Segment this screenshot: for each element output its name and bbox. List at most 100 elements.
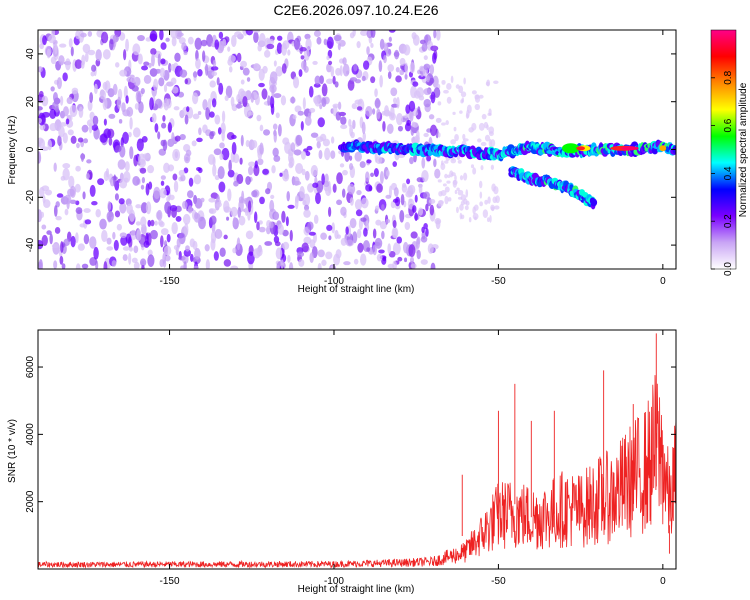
spectrogram-speckle — [275, 112, 280, 119]
spectrogram-speckle — [192, 113, 200, 120]
spectrogram-speckle — [75, 263, 81, 269]
spectrogram-speckle — [342, 63, 350, 77]
spectrogram-speckle — [430, 262, 436, 269]
spectrogram-speckle — [305, 38, 312, 51]
spectrogram-speckle — [103, 261, 108, 269]
spectrogram-speckle — [88, 123, 93, 134]
spectrogram-speckle — [287, 204, 295, 209]
spectrogram-speckle — [254, 160, 258, 169]
spectrogram-speckle — [402, 241, 409, 254]
spectrogram-speckle — [259, 142, 264, 155]
y-tick-label: 4000 — [25, 423, 36, 446]
spectrogram-speckle — [253, 211, 258, 224]
spectrogram-speckle — [236, 52, 242, 63]
spectrogram-speckle — [370, 172, 375, 177]
spectrogram-speckle — [410, 126, 415, 136]
spectrogram-speckle — [418, 207, 424, 216]
spectrogram-speckle — [456, 187, 460, 192]
spectrogram-speckle — [171, 36, 177, 47]
spectrogram-speckle — [145, 201, 152, 215]
x-tick-label: 0 — [660, 576, 666, 587]
spectrogram-speckle — [235, 103, 243, 109]
spectrogram-speckle — [316, 180, 324, 193]
spectrogram-speckle — [97, 178, 105, 186]
spectrogram-speckle — [139, 258, 147, 267]
spectrogram-speckle — [350, 131, 355, 139]
spectrogram-speckle — [347, 183, 356, 195]
spectrogram-speckle — [258, 82, 265, 88]
spectrogram-speckle — [399, 69, 405, 76]
spectrogram-speckle — [310, 132, 319, 138]
spectrogram-speckle — [323, 180, 330, 188]
spectrogram-speckle — [335, 67, 342, 76]
spectrogram-speckle — [153, 186, 161, 199]
spectrogram-speckle — [52, 92, 58, 102]
spectrogram-speckle — [210, 192, 219, 200]
spectrogram-speckle — [357, 242, 364, 253]
spectrogram-speckle — [231, 134, 237, 140]
spectrogram-speckle — [186, 190, 194, 199]
spectrogram-speckle — [59, 122, 67, 127]
spectrogram-speckle — [383, 55, 387, 64]
spectrogram-speckle — [460, 91, 467, 98]
spectrogram-speckle — [258, 68, 265, 81]
spectrogram-speckle — [166, 98, 172, 109]
spectrogram-speckle — [63, 194, 72, 205]
spectrogram-speckle — [55, 215, 62, 221]
spectrogram-speckle — [49, 108, 57, 120]
spectrogram-speckle — [90, 71, 95, 77]
spectrogram-speckle — [254, 94, 260, 106]
spectrogram-speckle — [179, 133, 186, 141]
spectrogram-speckle — [137, 35, 145, 42]
spectrogram-speckle — [85, 172, 90, 180]
spectrogram-speckle — [240, 134, 244, 147]
spectrogram-speckle — [62, 72, 68, 82]
spectrogram-speckle — [301, 168, 306, 176]
spectrogram-speckle — [299, 47, 307, 52]
spectrogram-speckle — [276, 42, 283, 55]
spectrogram-speckle — [89, 257, 97, 266]
spectrogram-speckle — [123, 85, 128, 99]
spectrogram-speckle — [194, 212, 199, 220]
spectrogram-speckle — [205, 259, 210, 269]
spectrogram-speckle — [99, 90, 107, 100]
spectrogram-speckle — [192, 92, 199, 105]
spectrogram-speckle — [171, 222, 178, 235]
spectrogram-speckle — [102, 81, 108, 91]
spectrogram-speckle — [176, 238, 181, 248]
spectrogram-speckle — [487, 196, 491, 204]
spectrogram-speckle — [366, 46, 370, 56]
spectrogram-speckle — [305, 115, 312, 126]
spectrogram-speckle — [184, 78, 188, 85]
spectrogram-speckle — [162, 115, 166, 122]
spectrogram-speckle — [178, 169, 185, 177]
spectrogram-speckle — [252, 248, 261, 259]
spectrogram-speckle — [91, 64, 97, 72]
spectrogram-speckle — [474, 103, 481, 111]
spectrogram-speckle — [427, 243, 434, 254]
chart-title: C2E6.2026.097.10.24.E26 — [273, 2, 438, 18]
spectrogram-speckle — [112, 231, 116, 240]
spectrogram-speckle — [388, 36, 392, 42]
spectrogram-speckle — [446, 96, 452, 104]
spectrogram-speckle — [420, 259, 428, 265]
spectrogram-speckle — [474, 94, 480, 100]
spectrogram-speckle — [205, 107, 211, 120]
spectrogram-speckle — [372, 244, 377, 256]
spectrogram-speckle — [336, 172, 343, 185]
spectrogram-speckle — [218, 82, 224, 95]
spectrogram-x-label: Height of straight line (km) — [298, 284, 415, 295]
spectrogram-speckle — [75, 165, 81, 172]
spectrogram-speckle — [265, 226, 271, 235]
spectrogram-speckle — [108, 137, 113, 146]
spectrogram-speckle — [388, 251, 396, 258]
spectrogram-speckle — [212, 59, 217, 67]
spectrogram-speckle — [459, 110, 463, 114]
spectrogram-speckle — [67, 129, 74, 136]
spectrogram-speckle — [233, 180, 239, 187]
spectrogram-speckle — [297, 110, 304, 116]
spectrogram-speckle — [211, 98, 217, 108]
spectrogram-speckle — [209, 131, 214, 140]
spectrogram-speckle — [261, 88, 268, 100]
spectrogram-speckle — [313, 95, 320, 104]
